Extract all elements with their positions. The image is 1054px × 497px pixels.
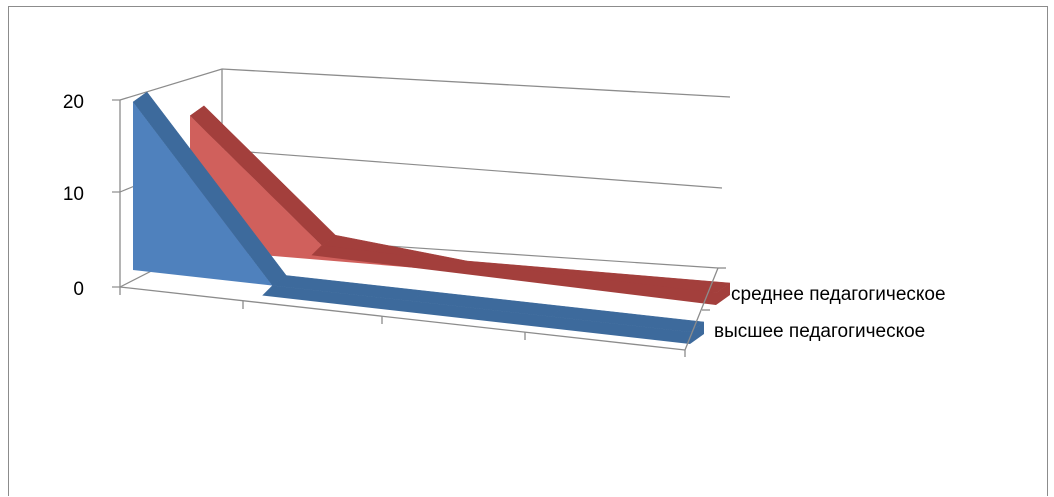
x-axis-line bbox=[119, 286, 686, 351]
series-srednee bbox=[189, 105, 731, 305]
depth-axis-line bbox=[684, 267, 719, 351]
x-axis bbox=[119, 267, 726, 357]
y-tick-label-0: 0 bbox=[73, 279, 84, 300]
series-0-end-cap bbox=[690, 322, 704, 344]
series-1-edge bbox=[311, 245, 716, 305]
series-vysshee bbox=[132, 91, 705, 344]
series-label-vysshee: высшее педагогическое bbox=[714, 321, 925, 342]
y-tick-label-20: 20 bbox=[63, 92, 84, 113]
back-wall-edge bbox=[119, 68, 731, 101]
y-tick-label-10: 10 bbox=[63, 184, 84, 205]
series-1-end-cap bbox=[716, 283, 730, 305]
series-label-srednee: среднее педагогическое bbox=[731, 284, 946, 305]
y-axis bbox=[112, 99, 120, 288]
series-0-edge bbox=[262, 285, 690, 344]
